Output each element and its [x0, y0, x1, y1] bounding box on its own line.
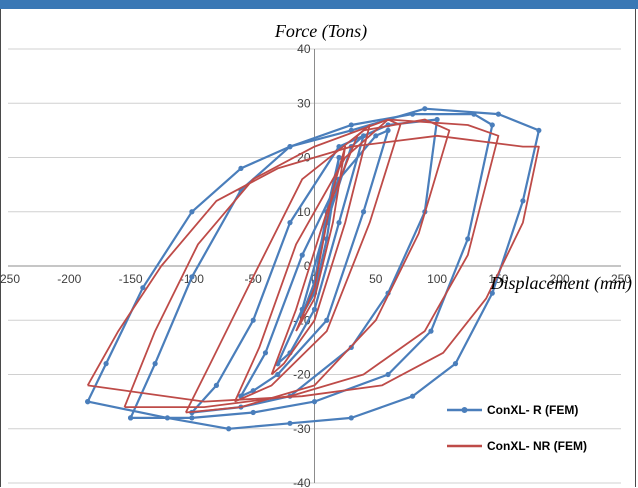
series-line — [295, 145, 347, 332]
data-point — [287, 144, 293, 150]
data-point — [189, 415, 195, 421]
data-point — [495, 111, 501, 117]
x-tick-label: -200 — [57, 272, 81, 286]
data-point — [348, 415, 354, 421]
data-point — [189, 209, 195, 215]
data-point — [299, 252, 305, 258]
data-point — [128, 415, 134, 421]
y-tick-label: -30 — [293, 422, 311, 436]
data-point — [275, 371, 281, 378]
series-line — [123, 118, 500, 409]
legend-item-r: ConXL- R (FEM) — [447, 403, 578, 417]
data-point — [287, 220, 293, 226]
x-tick-label: 100 — [427, 272, 447, 286]
series-line — [233, 118, 402, 403]
data-point — [311, 306, 318, 312]
data-point — [336, 154, 342, 161]
data-point — [489, 290, 495, 296]
data-point — [409, 393, 416, 399]
data-point — [336, 220, 342, 226]
series-nr — [86, 118, 540, 414]
x-tick-label: -250 — [0, 272, 20, 286]
data-point — [85, 399, 91, 405]
x-tick-label: -50 — [245, 272, 263, 286]
y-tick-label: 0 — [304, 259, 311, 273]
series-line — [129, 112, 494, 419]
data-point — [140, 285, 146, 291]
data-point — [226, 426, 232, 432]
legend-item-nr: ConXL- NR (FEM) — [447, 439, 587, 453]
data-point — [385, 127, 391, 133]
y-axis-title: Force (Tons) — [274, 21, 367, 42]
data-point — [299, 306, 305, 312]
legend-label-nr: ConXL- NR (FEM) — [487, 439, 587, 453]
series-line — [86, 134, 540, 403]
data-point — [428, 328, 434, 334]
data-point — [348, 122, 354, 128]
data-point — [164, 415, 170, 421]
data-point — [422, 106, 428, 112]
x-tick-label: 250 — [611, 272, 631, 286]
legend-label-r: ConXL- R (FEM) — [487, 403, 578, 417]
x-tick-label: 50 — [369, 272, 383, 286]
data-point — [489, 122, 495, 128]
series-line — [184, 118, 451, 414]
legend: ConXL- R (FEM) ConXL- NR (FEM) — [447, 403, 587, 453]
y-tick-label: 40 — [297, 42, 311, 56]
data-point — [287, 420, 293, 426]
top-border-band — [0, 0, 638, 9]
data-point — [250, 409, 256, 416]
data-point — [262, 350, 269, 356]
data-point — [536, 127, 542, 133]
data-point — [103, 361, 109, 367]
data-point — [373, 133, 379, 139]
data-point — [189, 274, 195, 280]
x-tick-label: -150 — [119, 272, 143, 286]
data-point — [385, 371, 391, 378]
legend-marker-r — [461, 407, 468, 413]
data-point — [324, 317, 330, 323]
x-axis-title: Displacement (mm) — [490, 273, 632, 294]
data-point — [238, 165, 244, 171]
series-r — [85, 106, 542, 432]
data-point — [465, 236, 471, 242]
series-line — [270, 124, 371, 376]
data-point — [360, 209, 367, 215]
y-tick-label: -20 — [293, 368, 311, 382]
data-point — [311, 399, 318, 405]
data-point — [152, 361, 158, 367]
data-point — [434, 116, 440, 123]
y-tick-label: -40 — [293, 476, 311, 488]
data-point — [452, 361, 459, 367]
data-point — [250, 317, 256, 323]
data-point — [520, 198, 526, 204]
data-point — [213, 382, 220, 388]
series-layer — [85, 106, 542, 432]
x-tick-label: 200 — [550, 272, 570, 286]
y-tick-label: 30 — [297, 96, 311, 110]
chart-frame — [0, 9, 636, 487]
